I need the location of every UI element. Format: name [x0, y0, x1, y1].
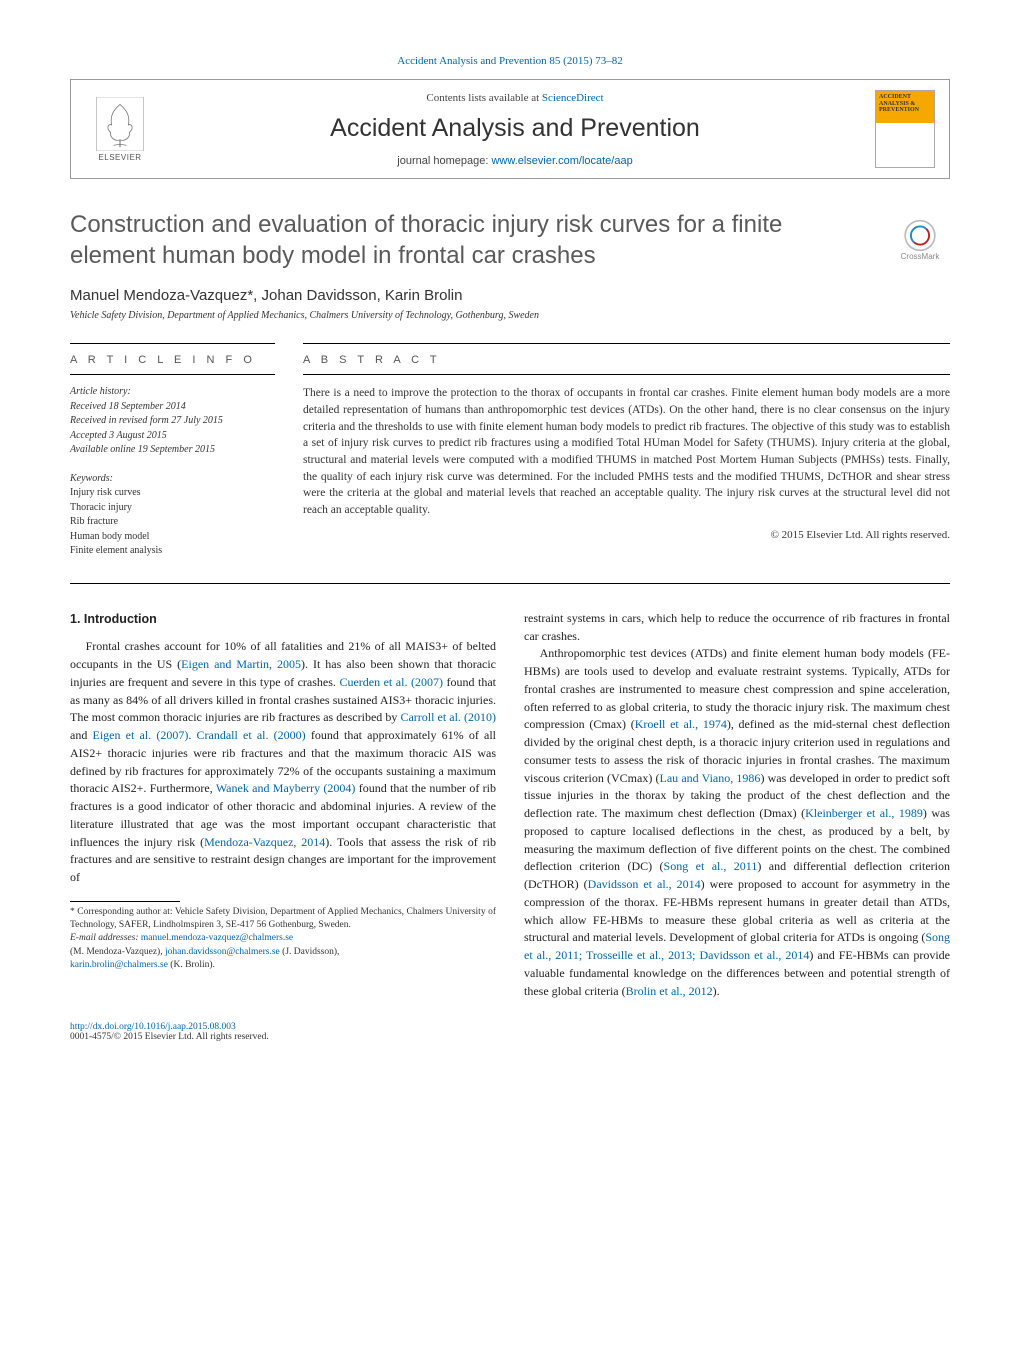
- history-accepted: Accepted 3 August 2015: [70, 430, 167, 441]
- history-label: Article history:: [70, 386, 131, 397]
- cite-crandall-2000[interactable]: Crandall et al. (2000): [197, 728, 306, 742]
- article-title: Construction and evaluation of thoracic …: [70, 209, 870, 271]
- email-2[interactable]: johan.davidsson@chalmers.se: [165, 947, 280, 957]
- cite-eigen-2007[interactable]: Eigen et al. (2007): [93, 728, 189, 742]
- author-1[interactable]: Manuel Mendoza-Vazquez: [70, 287, 247, 304]
- contents-prefix: Contents lists available at: [426, 92, 541, 104]
- footnotes: * Corresponding author at: Vehicle Safet…: [70, 906, 496, 972]
- cite-song-2011[interactable]: Song et al., 2011: [664, 859, 758, 873]
- kw-2: Thoracic injury: [70, 502, 132, 513]
- email-1[interactable]: manuel.mendoza-vazquez@chalmers.se: [141, 933, 293, 943]
- abstract-copyright: © 2015 Elsevier Ltd. All rights reserved…: [303, 529, 950, 541]
- intro-para-1-cont: restraint systems in cars, which help to…: [524, 610, 950, 646]
- authors-rest: , Johan Davidsson, Karin Brolin: [253, 287, 462, 304]
- intro-para-2: Anthropomorphic test devices (ATDs) and …: [524, 645, 950, 1000]
- footnote-separator: [70, 901, 180, 902]
- cite-kleinberger-1989[interactable]: Kleinberger et al., 1989: [805, 806, 923, 820]
- email-line: E-mail addresses: manuel.mendoza-vazquez…: [70, 932, 496, 945]
- corresponding-note: * Corresponding author at: Vehicle Safet…: [70, 906, 496, 933]
- contents-line: Contents lists available at ScienceDirec…: [155, 92, 875, 104]
- section-1-heading: 1. Introduction: [70, 610, 496, 629]
- cite-carroll-2010[interactable]: Carroll et al. (2010): [400, 710, 496, 724]
- kw-4: Human body model: [70, 531, 149, 542]
- cite-kroell-1974[interactable]: Kroell et al., 1974: [635, 717, 727, 731]
- abstract-rule: [70, 583, 950, 584]
- crossmark-badge[interactable]: CrossMark: [890, 219, 950, 261]
- issn-copyright: 0001-4575/© 2015 Elsevier Ltd. All right…: [70, 1032, 950, 1042]
- top-citation-link[interactable]: Accident Analysis and Prevention 85 (201…: [397, 55, 622, 67]
- sciencedirect-link[interactable]: ScienceDirect: [542, 92, 604, 104]
- cite-lau-1986[interactable]: Lau and Viano, 1986: [660, 771, 761, 785]
- authors: Manuel Mendoza-Vazquez*, Johan Davidsson…: [70, 287, 950, 304]
- cite-cuerden-2007[interactable]: Cuerden et al. (2007): [339, 675, 443, 689]
- cite-mendoza-2014[interactable]: Mendoza-Vazquez, 2014: [204, 835, 325, 849]
- elsevier-tree-icon: [96, 97, 144, 151]
- cite-brolin-2012[interactable]: Brolin et al., 2012: [626, 984, 713, 998]
- doi-block: http://dx.doi.org/10.1016/j.aap.2015.08.…: [70, 1022, 950, 1042]
- crossmark-label: CrossMark: [901, 252, 940, 261]
- abstract-text: There is a need to improve the protectio…: [303, 385, 950, 518]
- history-online: Available online 19 September 2015: [70, 444, 215, 455]
- homepage-prefix: journal homepage:: [397, 155, 491, 167]
- doi-link[interactable]: http://dx.doi.org/10.1016/j.aap.2015.08.…: [70, 1022, 236, 1032]
- kw-3: Rib fracture: [70, 516, 118, 527]
- cite-davidsson-2014[interactable]: Davidsson et al., 2014: [588, 877, 701, 891]
- homepage-link[interactable]: www.elsevier.com/locate/aap: [491, 155, 632, 167]
- kw-1: Injury risk curves: [70, 487, 141, 498]
- cite-eigen-martin-2005[interactable]: Eigen and Martin, 2005: [181, 657, 301, 671]
- elsevier-logo-text: ELSEVIER: [98, 153, 141, 162]
- abstract-head: A B S T R A C T: [303, 343, 950, 375]
- intro-para-1: Frontal crashes account for 10% of all f…: [70, 638, 496, 887]
- kw-5: Finite element analysis: [70, 545, 162, 556]
- journal-header: ELSEVIER Contents lists available at Sci…: [70, 79, 950, 179]
- crossmark-icon: [902, 219, 938, 252]
- history-received: Received 18 September 2014: [70, 401, 186, 412]
- cite-wanek-2004[interactable]: Wanek and Mayberry (2004): [216, 781, 356, 795]
- homepage-line: journal homepage: www.elsevier.com/locat…: [155, 155, 875, 167]
- journal-name: Accident Analysis and Prevention: [155, 114, 875, 143]
- keywords-label: Keywords:: [70, 472, 275, 487]
- top-citation: Accident Analysis and Prevention 85 (201…: [70, 55, 950, 67]
- journal-cover: ACCIDENT ANALYSIS & PREVENTION: [875, 90, 935, 168]
- affiliation: Vehicle Safety Division, Department of A…: [70, 310, 950, 321]
- article-info-head: A R T I C L E I N F O: [70, 343, 275, 375]
- elsevier-logo: ELSEVIER: [85, 90, 155, 168]
- journal-cover-text: ACCIDENT ANALYSIS & PREVENTION: [876, 91, 934, 117]
- history-revised: Received in revised form 27 July 2015: [70, 415, 223, 426]
- article-history: Article history: Received 18 September 2…: [70, 385, 275, 458]
- keywords: Keywords: Injury risk curves Thoracic in…: [70, 472, 275, 559]
- email-3[interactable]: karin.brolin@chalmers.se: [70, 960, 168, 970]
- body-columns: 1. Introduction Frontal crashes account …: [70, 610, 950, 1001]
